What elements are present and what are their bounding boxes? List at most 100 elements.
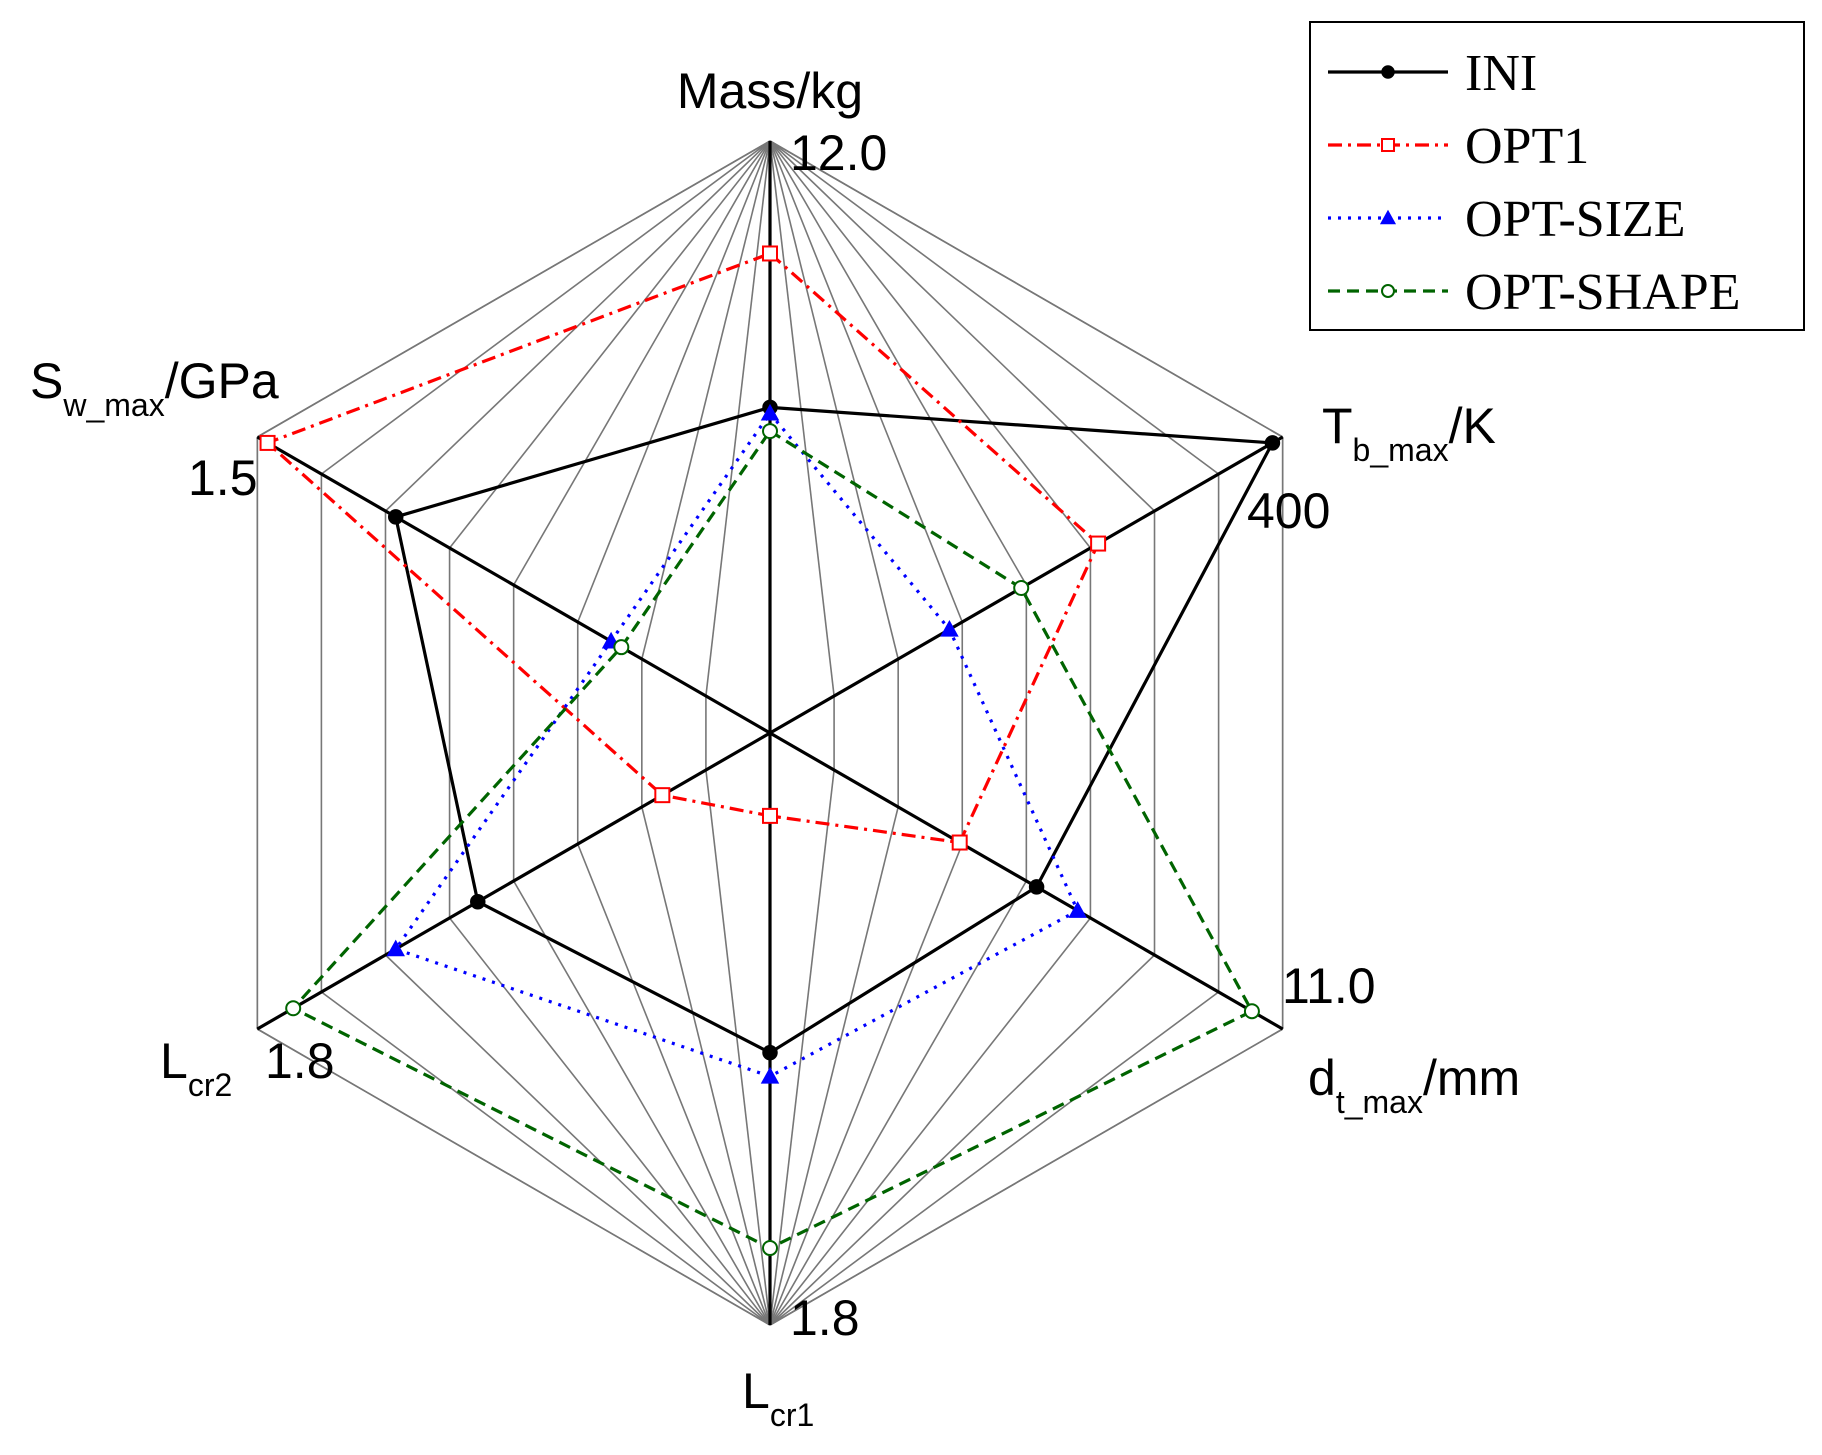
radar-grid xyxy=(256,140,1284,1326)
axis-title-main: Mass xyxy=(677,63,796,119)
axis-title-main: T xyxy=(1322,398,1353,454)
grid-diagonal-line xyxy=(769,140,835,697)
grid-diagonal-line xyxy=(705,769,771,1326)
data-point-opt-shape-dt xyxy=(1243,1003,1260,1020)
axis-title-unit: /kg xyxy=(796,63,863,119)
data-point-opt-shape-sw xyxy=(613,639,630,656)
axis-title-subscript: cr2 xyxy=(188,1067,232,1103)
series-line-opt-shape xyxy=(290,428,1255,1250)
axis-title-subscript: t_max xyxy=(1336,1084,1423,1120)
grid-diagonal-line xyxy=(384,954,771,1326)
data-point-opt-shape-tb xyxy=(1013,579,1030,596)
legend-item-opt-shape: OPT-SHAPE xyxy=(1328,264,1741,321)
grid-diagonal-line xyxy=(769,140,1092,549)
grid-diagonal-line xyxy=(705,140,771,697)
axis-title-unit: /mm xyxy=(1423,1050,1520,1106)
grid-diagonal-line xyxy=(769,880,1028,1326)
grid-diagonal-line xyxy=(576,140,771,623)
data-point-opt-size-lcr2 xyxy=(386,939,405,957)
legend-item-opt1: OPT1 xyxy=(1328,118,1589,175)
legend-item-ini: INI xyxy=(1328,45,1537,102)
legend: INI OPT1 OPT-SIZE OPT-SHAPE xyxy=(1309,21,1805,331)
data-point-opt1-lcr2 xyxy=(654,787,671,804)
axis-title-subscript: w_max xyxy=(62,387,164,423)
grid-outer-edge xyxy=(769,1028,1284,1326)
axis-max-label-sw: 1.5 xyxy=(188,450,258,506)
axis-title-subscript: b_max xyxy=(1353,432,1449,468)
data-point-opt-shape-mass xyxy=(762,423,778,440)
grid-outer-edge xyxy=(256,1028,771,1326)
data-point-opt1-sw xyxy=(259,434,276,451)
axis-max-label-tb: 400 xyxy=(1247,483,1330,539)
data-point-ini-sw xyxy=(387,509,404,525)
axis-title-main: S xyxy=(30,353,63,409)
data-point-opt-shape-lcr2 xyxy=(285,1000,302,1017)
grid-diagonal-line xyxy=(512,140,771,586)
axis-title-lcr1: Lcr1 xyxy=(742,1363,814,1433)
axis-title-main: L xyxy=(160,1033,188,1089)
grid-diagonal-line xyxy=(769,917,1092,1326)
data-point-opt-size-lcr1 xyxy=(760,1066,780,1084)
legend-label: OPT1 xyxy=(1465,118,1589,175)
axis-labels: Mass/kg 12.0 Tb_max/K 400 dt_max/mm 11.0 Lcr1 1… xyxy=(30,63,1520,1433)
radar-series xyxy=(259,245,1281,1257)
grid-diagonal-line xyxy=(769,140,1220,475)
grid-diagonal-line xyxy=(769,806,899,1326)
grid-diagonal-line xyxy=(641,806,771,1326)
legend-swatch-marker xyxy=(1381,138,1395,152)
series-opt-shape xyxy=(285,423,1260,1257)
axis-title-dt: dt_max/mm xyxy=(1308,1050,1520,1120)
grid-diagonal-line xyxy=(448,140,771,549)
grid-outer-edge xyxy=(256,140,771,438)
radial-axis-sw xyxy=(256,435,771,735)
data-point-opt1-mass xyxy=(762,245,778,262)
axis-title-mass: Mass/kg xyxy=(677,63,863,119)
axis-max-label-mass: 12.0 xyxy=(790,125,887,181)
grid-diagonal-line xyxy=(769,140,1156,512)
legend-label: OPT-SIZE xyxy=(1465,191,1686,248)
axis-max-label-lcr2: 1.8 xyxy=(265,1033,335,1089)
axis-title-subscript: cr1 xyxy=(770,1397,814,1433)
data-point-ini-lcr1 xyxy=(762,1044,778,1061)
axis-title-sw: Sw_max/GPa xyxy=(30,353,279,423)
data-point-opt1-tb xyxy=(1090,535,1107,552)
legend-label: OPT-SHAPE xyxy=(1465,264,1741,321)
legend-label: INI xyxy=(1465,45,1537,102)
grid-diagonal-line xyxy=(320,140,771,475)
grid-diagonal-line xyxy=(320,991,771,1326)
legend-item-opt-size: OPT-SIZE xyxy=(1328,191,1686,248)
data-point-opt-size-dt xyxy=(1068,901,1087,918)
axis-title-main: d xyxy=(1308,1050,1336,1106)
axis-title-lcr2: Lcr2 xyxy=(160,1033,232,1103)
axis-title-tb: Tb_max/K xyxy=(1322,398,1496,468)
radial-axis-lcr2 xyxy=(256,731,771,1031)
radial-axis-dt xyxy=(769,731,1284,1031)
series-opt1 xyxy=(259,245,1107,851)
axis-max-label-lcr1: 1.8 xyxy=(790,1290,860,1346)
grid-outer-edge xyxy=(769,140,1284,438)
grid-diagonal-line xyxy=(769,954,1156,1326)
grid-diagonal-line xyxy=(769,769,835,1326)
grid-diagonal-line xyxy=(769,843,964,1326)
data-point-ini-dt xyxy=(1028,879,1045,895)
grid-diagonal-line xyxy=(384,140,771,512)
data-point-opt1-dt xyxy=(951,834,968,851)
legend-swatch-marker xyxy=(1381,284,1395,298)
grid-diagonal-line xyxy=(641,140,771,660)
grid-diagonal-line xyxy=(769,140,964,623)
data-point-opt-shape-lcr1 xyxy=(762,1240,778,1257)
data-point-opt-size-tb xyxy=(940,619,959,637)
axis-title-main: L xyxy=(742,1363,770,1419)
data-point-ini-lcr2 xyxy=(470,893,486,910)
axis-title-unit: /K xyxy=(1449,398,1496,454)
axis-max-label-dt: 11.0 xyxy=(1282,958,1376,1014)
grid-diagonal-line xyxy=(769,140,899,660)
grid-diagonal-line xyxy=(576,843,771,1326)
data-point-opt-size-mass xyxy=(760,403,780,421)
data-point-ini-tb xyxy=(1264,435,1281,451)
legend-swatch-marker xyxy=(1379,209,1397,225)
grid-diagonal-line xyxy=(512,880,771,1326)
grid-diagonal-line xyxy=(769,140,1028,586)
grid-diagonal-line xyxy=(448,917,771,1326)
